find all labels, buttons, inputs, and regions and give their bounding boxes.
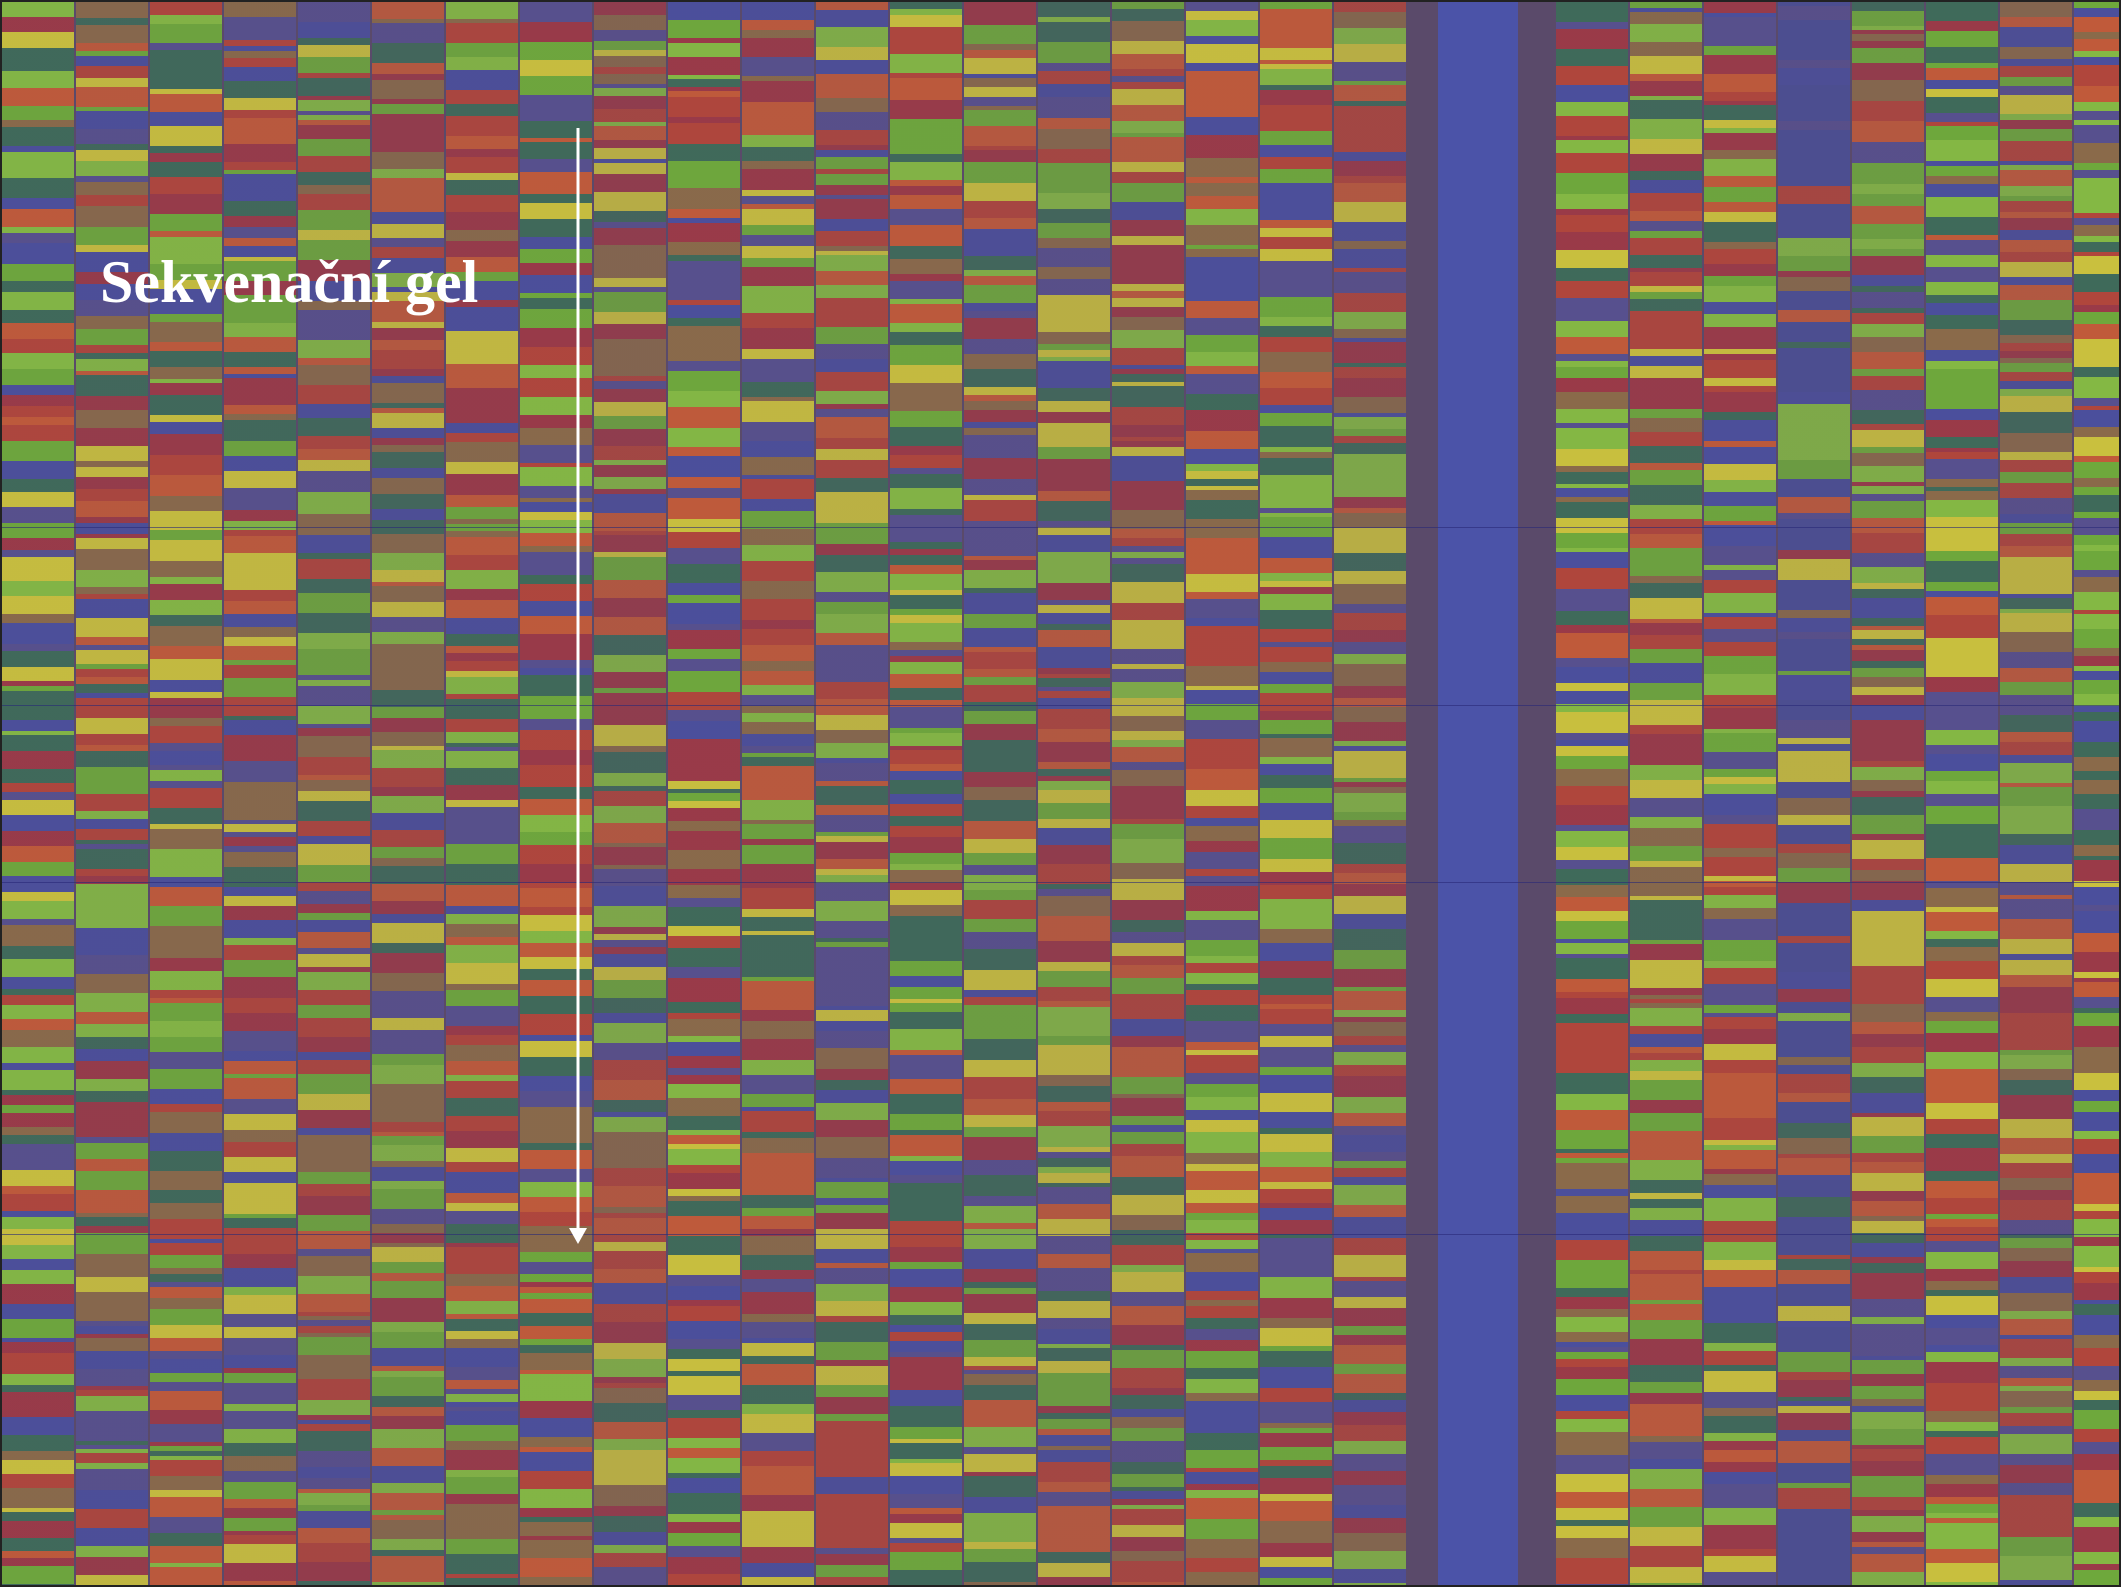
page: Sekvenační gel (() => { const data = JSO… — [0, 0, 2121, 1587]
arrow — [0, 0, 2121, 1587]
gel-label: Sekvenační gel — [100, 248, 478, 317]
